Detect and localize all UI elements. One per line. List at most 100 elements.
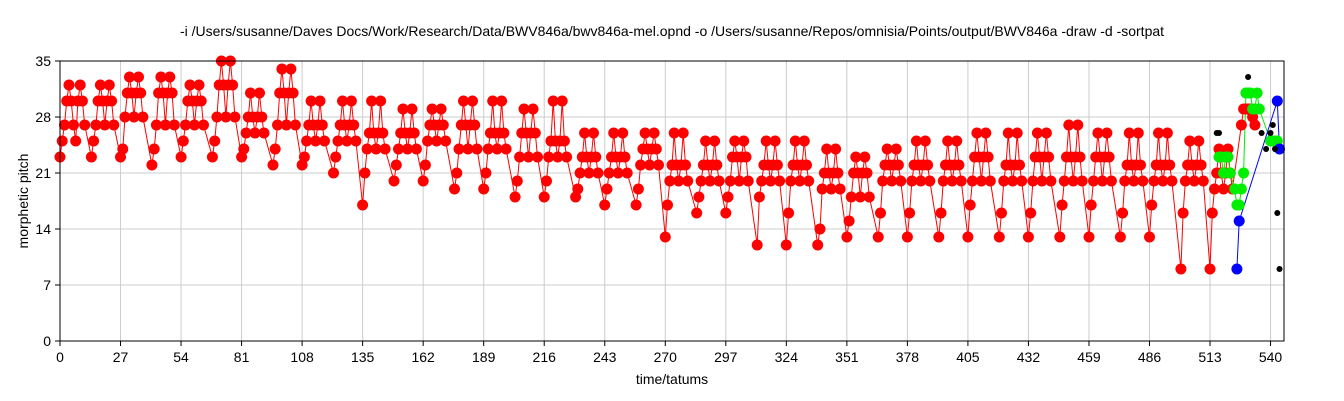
red-data-point [249, 127, 261, 139]
red-data-point [821, 143, 833, 155]
red-data-point [518, 103, 530, 115]
red-data-point [256, 111, 268, 123]
red-data-point [877, 175, 889, 187]
red-data-point [1092, 127, 1104, 139]
red-data-point [406, 103, 418, 115]
x-tick-label: 378 [896, 349, 920, 365]
red-data-point [267, 159, 279, 171]
red-data-point [316, 119, 328, 131]
red-data-point [677, 127, 689, 139]
red-data-point [305, 95, 317, 107]
red-data-point [942, 135, 954, 147]
red-data-point [366, 95, 378, 107]
red-data-point [1027, 175, 1039, 187]
red-data-point [462, 143, 474, 155]
red-data-point [1063, 119, 1075, 131]
red-data-point [543, 151, 555, 163]
black-data-point [1263, 146, 1270, 152]
red-data-point [1197, 175, 1209, 187]
red-data-point [1014, 159, 1025, 171]
red-data-point [668, 127, 680, 139]
red-data-point [691, 207, 703, 219]
red-data-point [785, 175, 797, 187]
x-tick-label: 270 [654, 349, 678, 365]
red-data-point [1166, 175, 1178, 187]
red-data-point [527, 103, 539, 115]
green-data-point [1233, 199, 1245, 211]
red-data-point [348, 119, 360, 131]
red-data-point [1045, 175, 1057, 187]
red-data-point [834, 183, 846, 195]
red-data-point [704, 175, 716, 187]
red-data-point [798, 135, 810, 147]
red-data-point [662, 199, 673, 211]
red-data-point [1072, 119, 1084, 131]
red-data-point [962, 231, 974, 243]
red-data-point [285, 63, 297, 75]
red-data-point [572, 183, 584, 195]
red-data-point [1153, 127, 1164, 139]
red-data-point [379, 143, 391, 155]
red-data-point [422, 135, 434, 147]
red-data-point [287, 87, 299, 99]
red-data-point [426, 103, 438, 115]
red-data-point [1016, 175, 1028, 187]
red-data-point [337, 95, 348, 107]
blue-data-point [1274, 143, 1285, 155]
red-data-point [206, 151, 218, 163]
red-data-point [276, 63, 288, 75]
red-data-point [375, 95, 387, 107]
blue-series-line [1236, 100, 1280, 270]
red-data-point [269, 143, 281, 155]
red-data-point [419, 159, 431, 171]
red-data-point [451, 167, 463, 179]
red-data-point [756, 175, 768, 187]
red-data-point [1119, 175, 1131, 187]
red-data-point [328, 167, 339, 179]
red-data-point [538, 191, 550, 203]
red-data-point [794, 175, 806, 187]
red-data-point [350, 135, 362, 147]
red-data-point [469, 119, 481, 131]
red-data-point [552, 151, 564, 163]
red-data-point [724, 175, 736, 187]
red-data-point [753, 191, 765, 203]
red-data-point [964, 199, 976, 211]
red-data-point [1175, 263, 1187, 275]
red-data-point [801, 159, 812, 171]
x-tick-labels: 0 27 54 81 108 135 162 189 216 243 270 297 324 351 378… [56, 341, 1282, 365]
red-data-point [583, 167, 595, 179]
red-data-point [319, 135, 330, 147]
red-data-point [137, 111, 149, 123]
red-data-point [738, 135, 750, 147]
red-data-point [1144, 231, 1155, 243]
red-data-point [1043, 151, 1055, 163]
red-data-point [1025, 207, 1037, 219]
red-data-point [1148, 175, 1160, 187]
red-data-point [410, 143, 422, 155]
red-data-point [825, 183, 837, 195]
red-data-point [198, 119, 209, 131]
red-data-point [289, 119, 301, 131]
red-data-point [417, 175, 429, 187]
x-tick-label: 216 [533, 349, 557, 365]
red-data-point [1249, 119, 1261, 131]
red-data-point [1135, 159, 1146, 171]
y-axis-label: morphetic pitch [15, 154, 31, 249]
red-data-point [729, 135, 741, 147]
red-data-point [1088, 175, 1099, 187]
black-data-point [1216, 130, 1222, 136]
red-data-point [193, 79, 205, 91]
red-data-point [164, 71, 176, 83]
red-data-point [695, 175, 707, 187]
red-data-point [1054, 231, 1066, 243]
red-data-point [1056, 199, 1068, 211]
x-tick-label: 432 [1017, 349, 1041, 365]
red-data-point [1157, 175, 1169, 187]
x-tick-label: 27 [113, 349, 129, 365]
y-tick-label: 35 [35, 53, 51, 69]
red-data-point [886, 175, 898, 187]
red-data-point [895, 175, 907, 187]
red-data-point [487, 95, 499, 107]
